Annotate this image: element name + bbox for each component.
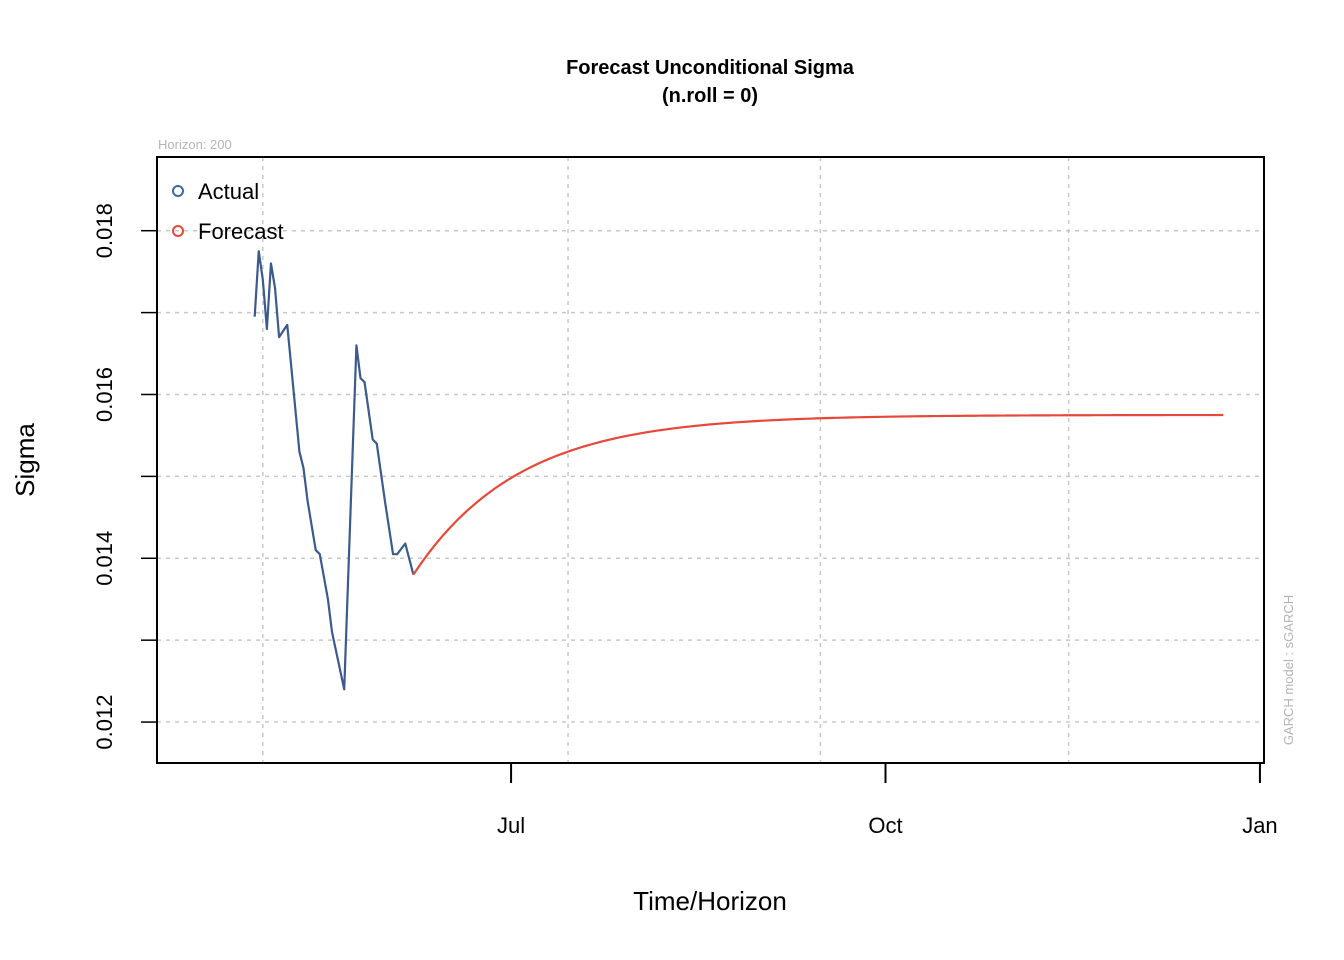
y-tick-label: 0.016	[92, 367, 117, 422]
y-axis: 0.012 0.014 0.016 0.018	[92, 203, 157, 750]
actual-series-line	[253, 250, 415, 691]
horizon-note: Horizon: 200	[158, 137, 232, 152]
y-axis-title: Sigma	[10, 423, 40, 497]
series-layer	[253, 250, 1224, 691]
plot-frame	[156, 156, 1265, 764]
legend-label: Actual	[198, 179, 259, 204]
grid-lines	[157, 157, 1264, 763]
model-note: GARCH model : sGARCH	[1281, 595, 1296, 745]
x-tick-label: Jan	[1242, 813, 1277, 838]
legend-marker	[172, 185, 184, 197]
chart-subtitle: (n.roll = 0)	[662, 85, 758, 107]
x-tick-label: Jul	[497, 813, 525, 838]
legend-marker	[172, 225, 184, 237]
y-tick-label: 0.014	[92, 531, 117, 586]
legend: Actual Forecast	[172, 179, 284, 244]
legend-label: Forecast	[198, 219, 284, 244]
x-axis-title: Time/Horizon	[633, 886, 787, 916]
chart-title: Forecast Unconditional Sigma	[566, 57, 855, 79]
x-axis: Jul Oct Jan	[497, 763, 1278, 838]
x-tick-label: Oct	[868, 813, 902, 838]
forecast-series-line	[412, 413, 1224, 576]
y-tick-label: 0.012	[92, 695, 117, 750]
y-tick-label: 0.018	[92, 203, 117, 258]
